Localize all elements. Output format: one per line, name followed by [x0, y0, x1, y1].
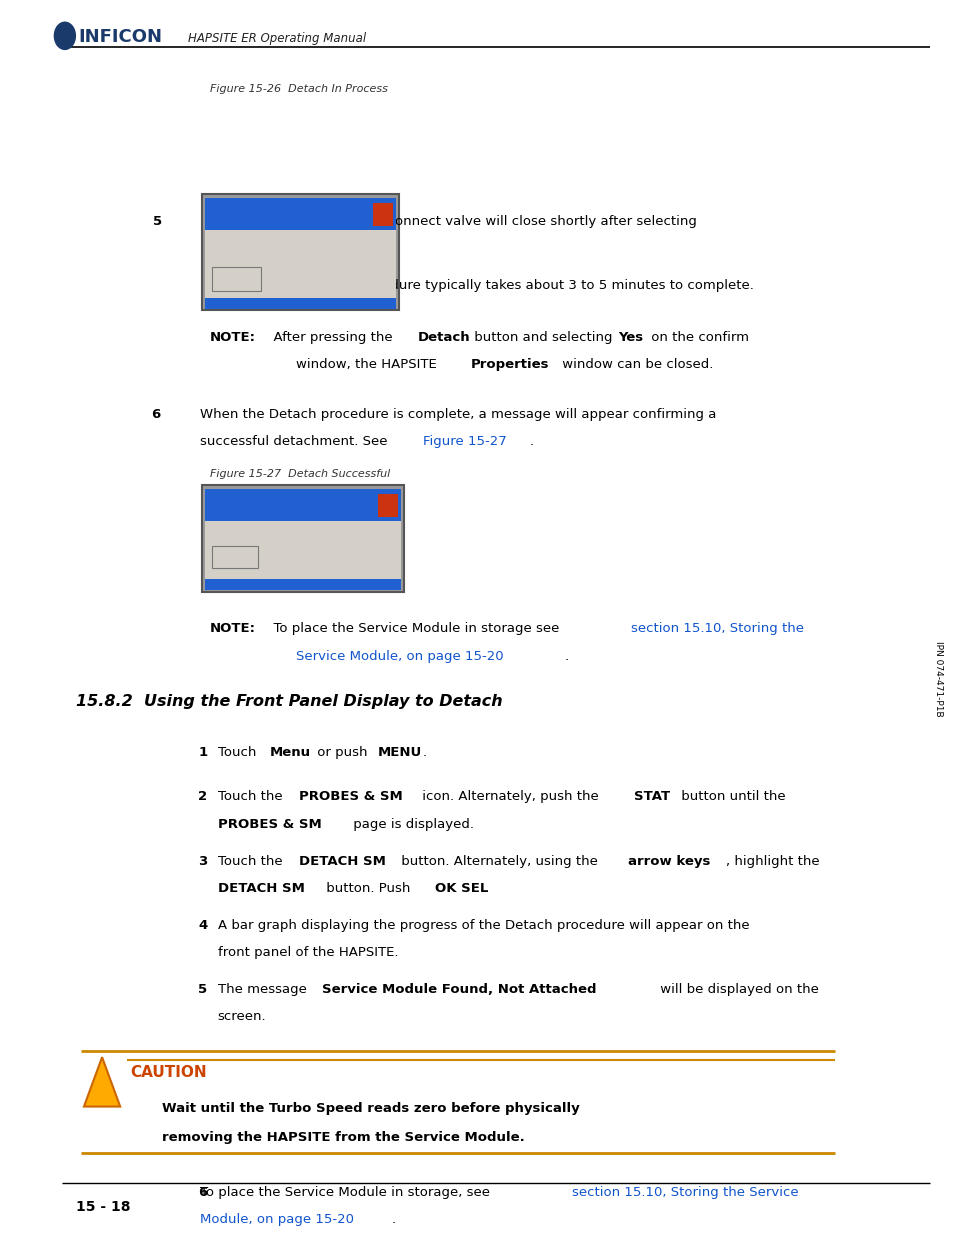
Text: front panel of the HAPSITE.: front panel of the HAPSITE. — [217, 946, 397, 960]
Text: Service Module Detached: Service Module Detached — [212, 526, 345, 536]
Text: X: X — [383, 494, 392, 505]
FancyBboxPatch shape — [377, 494, 397, 517]
Text: 6: 6 — [151, 408, 160, 421]
Text: Service Module, on page 15-20: Service Module, on page 15-20 — [295, 650, 503, 663]
Text: X: X — [378, 203, 387, 214]
Text: Detach: Detach — [417, 331, 470, 345]
Text: 2: 2 — [198, 790, 208, 804]
FancyBboxPatch shape — [205, 489, 400, 521]
Text: Ok: Ok — [227, 552, 242, 562]
Text: .: . — [564, 650, 568, 663]
Text: NOTE:: NOTE: — [210, 279, 255, 293]
Text: DETACH: DETACH — [210, 242, 269, 256]
Text: To place the Service Module in storage see: To place the Service Module in storage s… — [265, 622, 563, 636]
Text: on the confirm: on the confirm — [646, 331, 748, 345]
Text: 6: 6 — [198, 1186, 208, 1199]
Text: , highlight the: , highlight the — [725, 855, 819, 868]
Text: CAUTION: CAUTION — [131, 1065, 207, 1079]
FancyBboxPatch shape — [205, 298, 395, 309]
Text: 4: 4 — [198, 919, 208, 932]
Text: arrow keys: arrow keys — [627, 855, 709, 868]
Text: NOTE:: NOTE: — [210, 331, 255, 345]
Text: will be displayed on the: will be displayed on the — [656, 983, 819, 997]
Text: To place the Service Module in storage, see: To place the Service Module in storage, … — [200, 1186, 494, 1199]
Text: 15 - 18: 15 - 18 — [76, 1200, 131, 1214]
FancyBboxPatch shape — [212, 267, 261, 291]
Text: icon. Alternately, push the: icon. Alternately, push the — [417, 790, 602, 804]
Text: page is displayed.: page is displayed. — [349, 818, 474, 831]
Text: removing the HAPSITE from the Service Module.: removing the HAPSITE from the Service Mo… — [162, 1131, 524, 1145]
FancyBboxPatch shape — [205, 521, 400, 588]
Text: 5: 5 — [152, 215, 162, 228]
Text: screen.: screen. — [217, 1010, 266, 1024]
Text: button until the: button until the — [677, 790, 785, 804]
Text: 5: 5 — [198, 983, 208, 997]
Text: .: . — [529, 435, 533, 448]
Text: Touch the: Touch the — [217, 855, 286, 868]
Text: Figure 15-27  Detach Successful: Figure 15-27 Detach Successful — [210, 469, 390, 479]
Text: The message: The message — [217, 983, 311, 997]
Text: OK SEL: OK SEL — [435, 882, 488, 895]
Text: PROBES & SM: PROBES & SM — [217, 818, 321, 831]
Text: !: ! — [99, 1074, 105, 1089]
Text: .: . — [280, 242, 284, 256]
Text: .: . — [391, 1213, 395, 1226]
Text: 1: 1 — [198, 746, 208, 760]
Text: 3: 3 — [198, 855, 208, 868]
FancyBboxPatch shape — [373, 203, 393, 226]
FancyBboxPatch shape — [202, 485, 403, 592]
Text: section 15.10, Storing the: section 15.10, Storing the — [630, 622, 802, 636]
Text: INFICON: INFICON — [78, 28, 162, 47]
Text: When the Detach procedure is complete, a message will appear confirming a: When the Detach procedure is complete, a… — [200, 408, 716, 421]
FancyBboxPatch shape — [205, 230, 395, 306]
Text: The HAPSITE Vacuum Interconnect valve will close shortly after selecting: The HAPSITE Vacuum Interconnect valve wi… — [210, 215, 696, 228]
Text: or push: or push — [313, 746, 372, 760]
Text: Service Module Found, Not Attached: Service Module Found, Not Attached — [322, 983, 597, 997]
Text: Yes: Yes — [618, 331, 642, 345]
Text: section 15.10, Storing the Service: section 15.10, Storing the Service — [572, 1186, 799, 1199]
Text: Figure 15-27: Figure 15-27 — [422, 435, 506, 448]
FancyBboxPatch shape — [202, 194, 398, 310]
Text: MENU: MENU — [377, 746, 421, 760]
Text: button. Alternately, using the: button. Alternately, using the — [396, 855, 601, 868]
Polygon shape — [84, 1057, 120, 1107]
Text: Menu: Menu — [270, 746, 311, 760]
Text: button and selecting: button and selecting — [470, 331, 617, 345]
Text: HAPSITE ER Operating Manual: HAPSITE ER Operating Manual — [188, 32, 366, 46]
Text: IPN 074-471-P1B: IPN 074-471-P1B — [933, 641, 943, 718]
Text: A bar graph displaying the progress of the Detach procedure will appear on the: A bar graph displaying the progress of t… — [217, 919, 748, 932]
Text: window can be closed.: window can be closed. — [558, 358, 713, 372]
Text: successful detachment. See: successful detachment. See — [200, 435, 392, 448]
Text: After pressing the: After pressing the — [265, 331, 396, 345]
Text: DETACH SM: DETACH SM — [298, 855, 385, 868]
Text: Properties: Properties — [470, 358, 548, 372]
Text: PROBES & SM: PROBES & SM — [298, 790, 402, 804]
Text: Detaching Service Module: Detaching Service Module — [212, 235, 348, 245]
Text: Module, on page 15-20: Module, on page 15-20 — [200, 1213, 354, 1226]
Text: H1073: Service Module ...: H1073: Service Module ... — [212, 494, 363, 504]
Text: The detach procedure typically takes about 3 to 5 minutes to complete.: The detach procedure typically takes abo… — [265, 279, 753, 293]
Text: Touch: Touch — [217, 746, 260, 760]
Text: .: . — [422, 746, 426, 760]
FancyBboxPatch shape — [212, 546, 257, 568]
Text: 15.8.2  Using the Front Panel Display to Detach: 15.8.2 Using the Front Panel Display to … — [76, 694, 502, 709]
Text: Figure 15-26  Detach In Process: Figure 15-26 Detach In Process — [210, 84, 387, 94]
Text: Wait until the Turbo Speed reads zero before physically: Wait until the Turbo Speed reads zero be… — [162, 1102, 579, 1115]
Text: DETACH SM: DETACH SM — [217, 882, 304, 895]
Text: STAT: STAT — [634, 790, 670, 804]
FancyBboxPatch shape — [205, 198, 395, 230]
FancyBboxPatch shape — [205, 579, 400, 590]
Text: H1073: Detach Service...: H1073: Detach Service... — [212, 203, 357, 212]
Text: NOTE:: NOTE: — [210, 622, 255, 636]
Text: Please Wait: Please Wait — [212, 252, 272, 262]
Text: Touch the: Touch the — [217, 790, 286, 804]
Text: window, the HAPSITE: window, the HAPSITE — [295, 358, 440, 372]
Text: Hide: Hide — [225, 274, 248, 284]
Circle shape — [54, 22, 75, 49]
Text: button. Push: button. Push — [322, 882, 415, 895]
